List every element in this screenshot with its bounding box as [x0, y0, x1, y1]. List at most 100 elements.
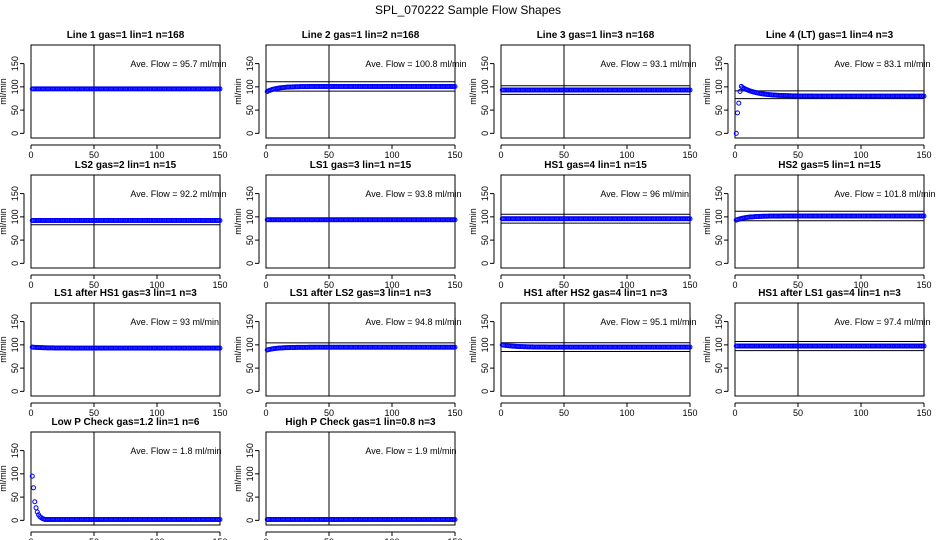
- y-axis-label: ml/min: [0, 208, 8, 235]
- panel-12: HS1 after LS1 gas=4 lin=1 n=3050100150ml…: [702, 288, 932, 418]
- panel-4: Line 4 (LT) gas=1 lin=4 n=3050100150ml/m…: [702, 30, 932, 160]
- panel-title: High P Check gas=1 lin=0.8 n=3: [285, 417, 436, 428]
- panel-title: Line 3 gas=1 lin=3 n=168: [537, 30, 655, 41]
- y-tick-label: 100: [245, 337, 255, 352]
- data-points: [499, 87, 693, 93]
- plot-frame: [30, 431, 221, 526]
- y-tick-label: 100: [714, 337, 724, 352]
- y-tick-label: 0: [10, 389, 20, 394]
- x-tick-label: 0: [732, 150, 737, 160]
- y-tick-label: 0: [714, 131, 724, 136]
- y-tick-label: 100: [10, 209, 20, 224]
- data-points: [733, 213, 927, 223]
- x-tick-label: 100: [384, 408, 399, 418]
- panel-title: Low P Check gas=1.2 lin=1 n=6: [52, 417, 200, 428]
- y-tick-label: 0: [245, 389, 255, 394]
- y-axis-label: ml/min: [0, 336, 8, 363]
- data-point: [735, 110, 741, 116]
- panel-14: High P Check gas=1 lin=0.8 n=3050100150m…: [233, 417, 463, 540]
- data-points: [499, 216, 693, 222]
- panel-title: Line 4 (LT) gas=1 lin=4 n=3: [766, 30, 894, 41]
- x-tick-label: 50: [793, 280, 803, 290]
- y-tick-label: 100: [714, 79, 724, 94]
- y-tick-label: 50: [714, 105, 724, 115]
- data-point: [452, 516, 458, 522]
- x-tick-label: 0: [732, 280, 737, 290]
- y-tick-label: 100: [480, 337, 490, 352]
- data-point: [32, 499, 38, 505]
- y-tick-label: 0: [480, 131, 490, 136]
- panel-title: HS1 after LS1 gas=4 lin=1 n=3: [758, 288, 901, 299]
- data-points: [29, 217, 223, 223]
- panel-9: LS1 after HS1 gas=3 lin=1 n=3050100150ml…: [0, 288, 228, 418]
- y-axis-label: ml/min: [233, 336, 243, 363]
- x-tick-label: 150: [916, 280, 931, 290]
- data-point: [687, 87, 693, 93]
- x-tick-label: 0: [498, 150, 503, 160]
- data-point: [33, 505, 39, 511]
- data-points: [29, 473, 223, 523]
- ave-flow-annotation: Ave. Flow = 96 ml/min: [600, 189, 689, 199]
- x-tick-label: 0: [732, 408, 737, 418]
- y-tick-label: 100: [245, 209, 255, 224]
- x-tick-label: 100: [619, 280, 634, 290]
- y-tick-label: 50: [245, 105, 255, 115]
- y-tick-label: 50: [245, 363, 255, 373]
- y-tick-label: 150: [245, 314, 255, 329]
- x-tick-label: 150: [682, 280, 697, 290]
- ave-flow-annotation: Ave. Flow = 95.1 ml/min: [600, 317, 696, 327]
- x-tick-label: 0: [263, 280, 268, 290]
- y-tick-label: 100: [245, 466, 255, 481]
- x-tick-label: 50: [324, 150, 334, 160]
- x-tick-label: 150: [212, 408, 227, 418]
- data-point: [34, 509, 40, 515]
- x-tick-label: 50: [793, 408, 803, 418]
- data-points: [264, 344, 458, 353]
- y-axis-label: ml/min: [468, 336, 478, 363]
- y-tick-label: 150: [245, 443, 255, 458]
- plot-frame: [734, 302, 925, 397]
- y-tick-label: 50: [10, 363, 20, 373]
- y-tick-label: 50: [480, 235, 490, 245]
- panel-2: Line 2 gas=1 lin=2 n=168050100150ml/min0…: [233, 30, 467, 160]
- y-tick-label: 150: [10, 443, 20, 458]
- figure-title: SPL_070222 Sample Flow Shapes: [375, 3, 561, 17]
- x-tick-label: 50: [324, 537, 334, 540]
- ave-flow-annotation: Ave. Flow = 93.1 ml/min: [600, 59, 696, 69]
- ave-flow-annotation: Ave. Flow = 93.8 ml/min: [365, 189, 461, 199]
- x-tick-label: 150: [682, 408, 697, 418]
- data-points: [499, 342, 693, 350]
- data-points: [29, 344, 223, 351]
- data-point: [687, 344, 693, 350]
- ave-flow-annotation: Ave. Flow = 93 ml/min: [130, 317, 219, 327]
- y-tick-label: 150: [480, 186, 490, 201]
- data-point: [217, 517, 223, 523]
- data-points: [733, 83, 927, 136]
- panel-1: Line 1 gas=1 lin=1 n=168050100150ml/min0…: [0, 30, 228, 160]
- y-axis-label: ml/min: [233, 465, 243, 492]
- x-tick-label: 0: [263, 150, 268, 160]
- panel-3: Line 3 gas=1 lin=3 n=168050100150ml/min0…: [468, 30, 698, 160]
- y-tick-label: 0: [10, 131, 20, 136]
- panel-title: HS2 gas=5 lin=1 n=15: [778, 160, 881, 171]
- ave-flow-annotation: Ave. Flow = 83.1 ml/min: [834, 59, 930, 69]
- ave-flow-annotation: Ave. Flow = 1.9 ml/min: [365, 446, 456, 456]
- y-tick-label: 0: [714, 261, 724, 266]
- data-point: [737, 89, 743, 94]
- data-point: [452, 344, 458, 350]
- y-tick-label: 50: [10, 105, 20, 115]
- x-tick-label: 150: [212, 537, 227, 540]
- y-tick-label: 150: [480, 314, 490, 329]
- x-tick-label: 100: [619, 408, 634, 418]
- x-tick-label: 100: [853, 150, 868, 160]
- x-tick-label: 100: [149, 280, 164, 290]
- data-points: [29, 86, 223, 92]
- y-tick-label: 50: [10, 492, 20, 502]
- y-axis-label: ml/min: [233, 78, 243, 105]
- x-tick-label: 50: [559, 408, 569, 418]
- y-tick-label: 50: [245, 492, 255, 502]
- data-point: [452, 217, 458, 223]
- x-tick-label: 50: [559, 150, 569, 160]
- x-tick-label: 100: [853, 280, 868, 290]
